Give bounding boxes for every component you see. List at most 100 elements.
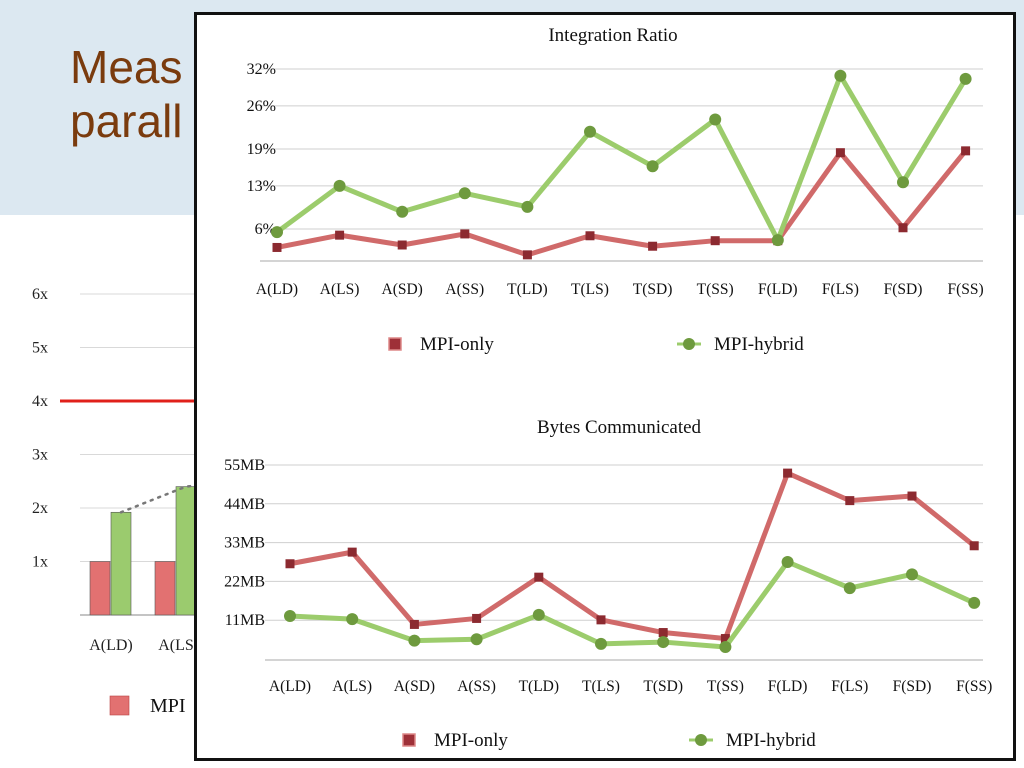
series-line xyxy=(276,149,968,258)
legend-label: MPI-only xyxy=(420,334,494,355)
data-point-square xyxy=(272,242,282,252)
data-point-square xyxy=(285,559,295,569)
series-line xyxy=(275,73,968,243)
data-point-circle xyxy=(906,568,918,581)
data-point-circle xyxy=(719,641,732,654)
data-point-circle xyxy=(897,176,909,189)
data-point-square xyxy=(783,468,793,478)
y-tick-label: 44MB xyxy=(224,496,265,513)
y-tick-label: 13% xyxy=(247,178,276,195)
data-point-circle xyxy=(959,72,972,85)
x-tick-label: A(LS) xyxy=(332,678,372,695)
x-tick-label: A(LS) xyxy=(320,281,360,298)
x-tick-label: T(LD) xyxy=(507,281,547,298)
data-point-square xyxy=(648,241,658,251)
data-point-square xyxy=(596,615,606,625)
bar-y-tick-label: 6x xyxy=(32,286,48,303)
data-point-circle xyxy=(771,234,784,247)
data-point-square xyxy=(460,229,470,239)
legend-label: MPI-hybrid xyxy=(726,730,816,751)
x-tick-label: F(SD) xyxy=(893,678,932,695)
x-tick-label: F(LD) xyxy=(768,678,808,695)
data-point-square xyxy=(409,619,419,629)
legend-swatch-circle xyxy=(683,338,695,350)
bar-trend-dotted-line xyxy=(119,483,208,514)
data-point-square xyxy=(335,230,345,240)
bar-x-tick-label: A(LS xyxy=(158,637,194,654)
x-tick-label: T(SS) xyxy=(697,281,734,298)
data-point-circle xyxy=(843,582,856,595)
legend-swatch-square xyxy=(402,733,416,747)
data-point-square xyxy=(472,613,482,623)
data-point-circle xyxy=(458,187,471,200)
x-tick-label: A(SD) xyxy=(382,281,423,298)
data-point-circle xyxy=(396,205,409,218)
data-point-square xyxy=(845,496,855,506)
data-point-square xyxy=(907,491,917,501)
data-point-square xyxy=(585,231,595,241)
data-point-circle xyxy=(408,634,421,647)
x-tick-label: A(LD) xyxy=(269,678,311,695)
x-tick-label: F(SS) xyxy=(956,678,992,695)
data-point-circle xyxy=(470,633,483,646)
x-tick-label: T(SS) xyxy=(707,678,744,695)
data-point-square xyxy=(658,628,668,638)
bar xyxy=(175,486,197,616)
data-point-circle xyxy=(968,596,981,609)
legend-label: MPI-only xyxy=(434,730,508,751)
x-tick-label: A(SD) xyxy=(394,678,435,695)
x-tick-label: A(SS) xyxy=(457,678,496,695)
y-tick-label: 26% xyxy=(247,98,276,115)
data-point-circle xyxy=(584,125,596,138)
series-line xyxy=(289,559,976,650)
y-tick-label: 19% xyxy=(247,141,276,158)
x-tick-label: T(SD) xyxy=(633,281,673,298)
data-point-square xyxy=(522,250,532,260)
bar-legend-swatch xyxy=(109,695,130,716)
x-tick-label: F(LS) xyxy=(822,281,859,298)
bar xyxy=(110,511,132,616)
data-point-circle xyxy=(646,160,659,173)
chart-title: Bytes Communicated xyxy=(537,417,702,438)
x-tick-label: T(LS) xyxy=(571,281,609,298)
data-point-square xyxy=(961,146,971,156)
y-tick-label: 6% xyxy=(255,221,276,238)
data-point-circle xyxy=(346,613,359,626)
legend-label: MPI-hybrid xyxy=(714,334,804,355)
bar-y-tick-label: 4x xyxy=(32,393,48,410)
data-point-square xyxy=(710,236,720,246)
data-point-circle xyxy=(532,608,545,621)
chart-title: Integration Ratio xyxy=(548,25,677,46)
bar-y-tick-label: 3x xyxy=(32,447,48,464)
x-tick-label: A(SS) xyxy=(445,281,484,298)
data-point-square xyxy=(397,240,407,250)
x-tick-label: F(LS) xyxy=(831,678,868,695)
legend-swatch-circle xyxy=(695,734,707,746)
data-point-circle xyxy=(834,69,847,82)
bar xyxy=(154,561,176,616)
data-point-circle xyxy=(521,200,534,213)
line-charts-svg: Integration Ratio 6% 13% 19% 26% 32% A(LD) A(LS… xyxy=(224,25,992,751)
bar xyxy=(89,561,111,616)
bar-y-tick-label: 1x xyxy=(32,554,48,571)
bar-legend-label: MPI xyxy=(150,695,186,717)
data-point-circle xyxy=(781,556,794,568)
x-tick-label: F(SD) xyxy=(884,281,923,298)
y-tick-label: 55MB xyxy=(224,457,265,474)
data-point-square xyxy=(720,634,730,644)
data-point-circle xyxy=(333,179,346,192)
data-point-circle xyxy=(284,609,296,622)
data-point-square xyxy=(347,547,357,557)
slide-title: Meas parall xyxy=(70,41,183,147)
x-tick-label: T(LD) xyxy=(519,678,559,695)
series-line xyxy=(289,470,976,642)
data-point-circle xyxy=(709,113,722,126)
data-point-square xyxy=(534,572,544,582)
data-point-square xyxy=(898,223,908,233)
legend-swatch-square xyxy=(388,337,402,351)
y-tick-label: 11MB xyxy=(225,612,265,629)
bar-x-tick-label: A(LD) xyxy=(89,637,133,654)
bar-y-tick-label: 2x xyxy=(32,500,48,517)
